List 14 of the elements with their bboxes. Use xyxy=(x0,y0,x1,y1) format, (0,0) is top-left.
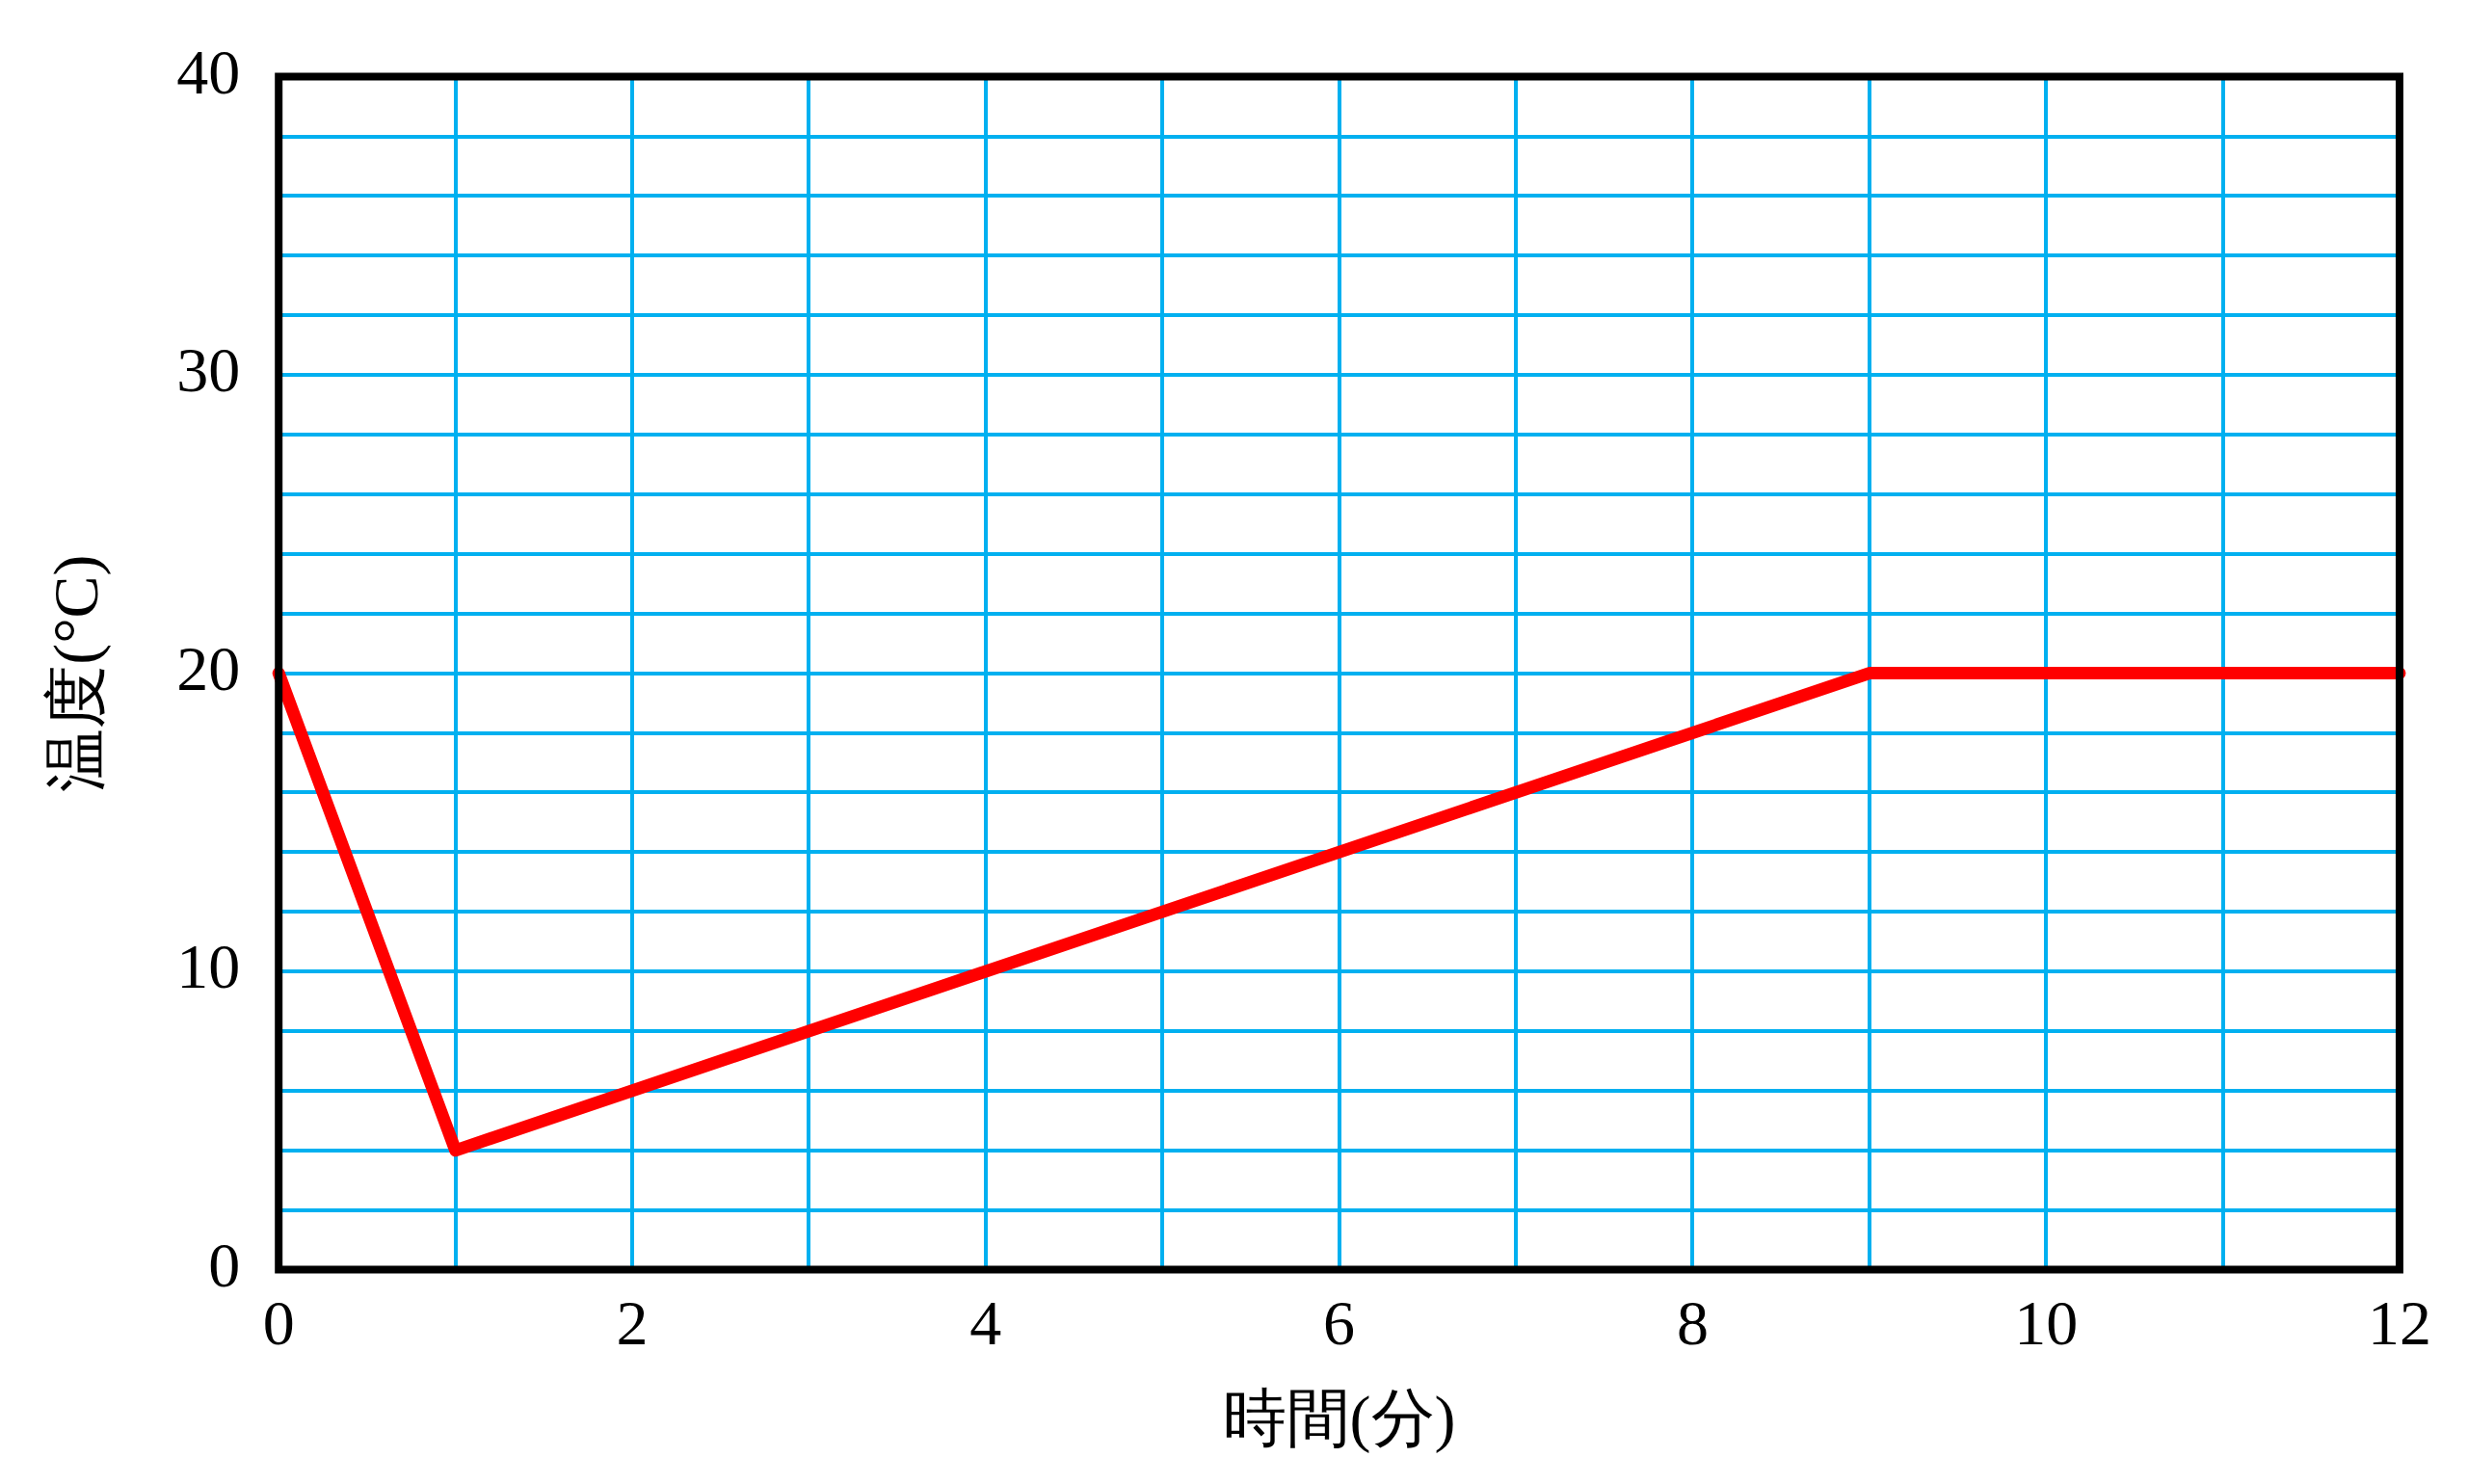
y-axis-title: 温度(°C) xyxy=(40,554,112,792)
x-tick-label: 8 xyxy=(1676,1286,1709,1358)
x-tick-label: 12 xyxy=(2368,1286,2431,1358)
y-tick-label: 0 xyxy=(208,1229,241,1300)
y-tick-label: 10 xyxy=(176,931,241,1002)
y-tick-label: 20 xyxy=(176,632,241,703)
x-axis-title: 時間(分) xyxy=(1222,1382,1456,1454)
x-tick-label: 4 xyxy=(969,1286,1002,1358)
x-tick-label: 2 xyxy=(616,1286,649,1358)
y-tick-label: 30 xyxy=(176,334,241,406)
x-tick-label: 10 xyxy=(2014,1286,2079,1358)
x-tick-label: 6 xyxy=(1323,1286,1356,1358)
y-tick-label: 40 xyxy=(176,36,241,107)
x-tick-label: 0 xyxy=(262,1286,295,1358)
